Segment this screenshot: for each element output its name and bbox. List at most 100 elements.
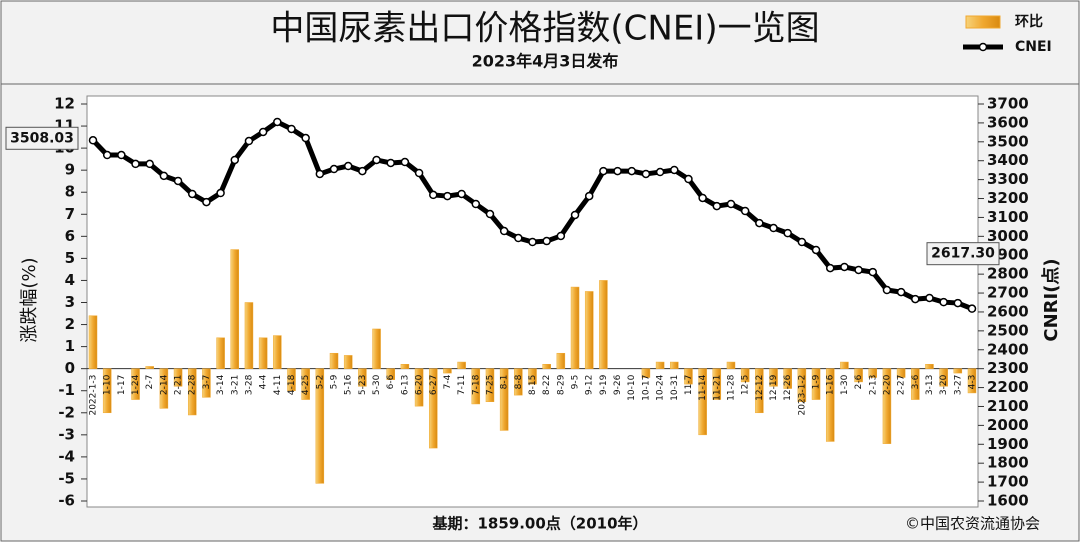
- bar: [939, 368, 948, 387]
- line-marker: [896, 287, 906, 297]
- y2-tick-label: 2200: [987, 378, 1029, 396]
- x-tick-label: 5-9: [330, 374, 340, 389]
- chart-title: 中国尿素出口价格指数(CNEI)一览图: [270, 9, 819, 49]
- bar: [896, 368, 906, 378]
- y-tick-label: 2: [65, 315, 75, 333]
- x-tick-label: 8-22: [542, 375, 552, 395]
- x-tick-label: 8-1: [500, 375, 510, 390]
- bar: [315, 368, 325, 484]
- line-marker: [570, 210, 580, 220]
- legend-label: 环比: [1015, 13, 1043, 30]
- x-tick-label: 9-12: [585, 375, 595, 395]
- line-marker: [740, 206, 750, 216]
- y2-tick-label: 3000: [987, 227, 1029, 245]
- y2-tick-label: 2500: [987, 321, 1029, 339]
- line-marker: [187, 189, 197, 199]
- x-tick-label: 7-18: [471, 374, 481, 395]
- bar: [230, 249, 240, 369]
- line-marker: [499, 226, 509, 236]
- x-tick-label: 3-6: [911, 374, 921, 389]
- line-marker: [726, 199, 736, 209]
- x-tick-label: 3-21: [230, 375, 240, 395]
- plot-area: [86, 95, 979, 508]
- source: ©中国农资流通协会: [905, 515, 1040, 533]
- x-tick-label: 1-16: [826, 374, 836, 395]
- x-tick-label: 4-11: [273, 375, 283, 395]
- line-marker: [287, 124, 296, 134]
- bar: [358, 368, 367, 387]
- x-tick-label: 1-17: [117, 375, 127, 395]
- bar: [670, 361, 679, 369]
- y-tick-label: -4: [58, 447, 75, 465]
- y-axis-label: 涨跌幅(%): [19, 257, 40, 342]
- line-marker: [216, 188, 225, 198]
- line-marker: [400, 157, 410, 167]
- legend-swatch: [965, 15, 1001, 29]
- x-tick-label: 8-29: [556, 374, 566, 395]
- x-tick-label: 5-23: [358, 375, 368, 395]
- bar: [882, 368, 892, 444]
- x-tick-label: 3-14: [216, 374, 226, 395]
- bar: [216, 337, 225, 369]
- line-marker: [343, 161, 353, 171]
- line-marker: [315, 169, 325, 179]
- y2-tick-label: 3600: [987, 113, 1029, 131]
- x-tick-label: 10-17: [641, 375, 651, 401]
- bar: [528, 368, 537, 385]
- bar: [514, 368, 523, 396]
- x-tick-label: 2-14: [159, 374, 169, 395]
- y-tick-label: -5: [58, 469, 75, 487]
- bar: [698, 368, 707, 436]
- line-marker: [769, 223, 778, 233]
- line-marker: [457, 189, 466, 199]
- x-tick-label: 12-19: [769, 374, 779, 400]
- bar: [343, 355, 353, 369]
- x-tick-label: 8-8: [514, 374, 524, 389]
- x-tick-label: 12-12: [755, 375, 765, 401]
- bar: [102, 368, 112, 414]
- line-marker: [684, 174, 693, 184]
- x-tick-label: 1-24: [131, 374, 141, 395]
- bar: [414, 368, 424, 407]
- y-tick-label: -2: [58, 403, 75, 421]
- bar: [372, 328, 381, 369]
- line-marker: [329, 164, 339, 174]
- y-tick-label: 0: [65, 359, 75, 377]
- bar: [145, 366, 154, 369]
- y2-tick-label: 2400: [987, 340, 1029, 358]
- bar: [88, 315, 98, 369]
- line-marker: [755, 218, 764, 228]
- bar: [783, 368, 792, 389]
- y-tick-label: -6: [58, 492, 75, 510]
- x-tick-label: 2-27: [897, 375, 907, 395]
- x-tick-label: 11-14: [698, 374, 708, 400]
- line-marker: [641, 169, 651, 179]
- line-marker: [145, 159, 154, 169]
- x-tick-label: 5-16: [344, 374, 354, 395]
- bar: [911, 368, 920, 400]
- x-tick-label: 4-18: [287, 374, 297, 395]
- bar: [159, 368, 169, 409]
- x-tick-label: 4-3: [968, 375, 978, 390]
- x-tick-label: 2-21: [174, 375, 184, 395]
- bar: [655, 361, 665, 369]
- y2-tick-label: 2600: [987, 302, 1029, 320]
- value-label: 2617.30: [931, 246, 995, 262]
- y-tick-label: 9: [65, 161, 75, 179]
- chart-subtitle: 2023年4月3日发布: [472, 52, 619, 71]
- x-tick-label: 3-27: [953, 375, 963, 395]
- y2-tick-label: 1800: [987, 454, 1029, 472]
- x-tick-label: 3-28: [244, 374, 254, 395]
- line-marker: [358, 166, 367, 176]
- x-tick-label: 2022-1-3: [89, 375, 99, 416]
- line-marker: [88, 136, 98, 145]
- y2-tick-label: 3700: [987, 95, 1029, 113]
- x-tick-label: 8-15: [528, 375, 538, 395]
- line-marker: [244, 136, 254, 146]
- y-tick-label: 8: [65, 183, 75, 201]
- y2-tick-label: 2300: [987, 359, 1029, 377]
- bar: [825, 368, 835, 442]
- y2-tick-label: 2800: [987, 265, 1029, 283]
- x-tick-label: 1-10: [103, 374, 113, 395]
- bar: [187, 368, 197, 416]
